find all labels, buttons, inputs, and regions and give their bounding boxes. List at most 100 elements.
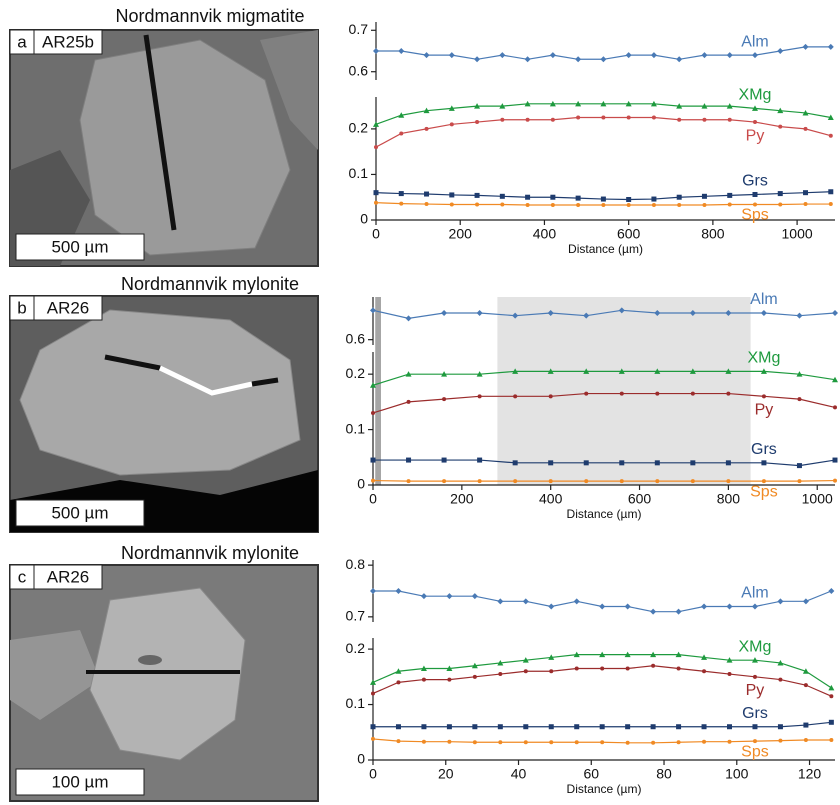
marker: [449, 202, 454, 207]
marker: [832, 310, 838, 316]
marker: [690, 391, 695, 396]
marker: [725, 460, 731, 466]
marker: [548, 460, 554, 466]
marker: [651, 115, 656, 120]
marker: [548, 654, 555, 660]
marker: [574, 740, 579, 745]
x-tick-label: 400: [533, 226, 557, 242]
x-tick-label: 40: [511, 766, 527, 782]
marker: [373, 48, 379, 54]
marker: [828, 684, 835, 691]
marker: [701, 654, 708, 660]
marker: [654, 460, 660, 466]
x-tick-label: 600: [617, 226, 641, 242]
series-label: Sps: [741, 207, 769, 224]
marker: [522, 598, 529, 605]
marker: [601, 115, 606, 120]
marker: [625, 666, 630, 671]
marker: [600, 100, 607, 107]
y-tick-label: 0.2: [346, 365, 366, 381]
marker: [833, 405, 837, 410]
marker: [370, 679, 376, 685]
marker: [624, 651, 631, 658]
marker: [619, 479, 624, 484]
marker: [395, 668, 402, 674]
x-tick-label: 0: [369, 491, 377, 507]
marker: [576, 115, 581, 120]
scale-bar-box: [15, 768, 145, 796]
marker: [619, 391, 624, 396]
marker: [727, 672, 732, 677]
marker: [421, 739, 426, 744]
marker: [497, 659, 504, 666]
marker: [374, 200, 378, 205]
marker: [803, 126, 808, 131]
x-tick-label: 0: [372, 226, 380, 242]
sample-label: AR26: [47, 298, 90, 317]
marker: [677, 202, 682, 207]
y-tick-label: 0.1: [346, 695, 366, 711]
series-label: Py: [755, 402, 774, 419]
marker: [472, 740, 477, 745]
marker: [550, 202, 555, 207]
marker: [524, 56, 531, 63]
marker: [525, 202, 530, 207]
marker: [760, 310, 767, 316]
marker: [796, 463, 802, 469]
marker: [803, 202, 808, 207]
marker: [399, 201, 404, 206]
marker: [725, 368, 732, 374]
marker: [689, 310, 696, 316]
marker: [512, 312, 519, 319]
marker: [796, 371, 803, 377]
y-tick-label: 0: [357, 751, 365, 767]
series-label: Grs: [751, 441, 777, 458]
marker: [726, 603, 733, 610]
marker: [676, 103, 683, 109]
sample-box: [33, 564, 103, 590]
series-label: Alm: [741, 33, 769, 50]
shaded-region: [375, 297, 381, 485]
series-line: [373, 459, 836, 467]
marker: [626, 197, 632, 202]
x-tick-label: 20: [438, 766, 454, 782]
marker: [625, 100, 632, 107]
x-tick-label: 0: [369, 766, 377, 782]
x-tick-label: 200: [449, 226, 473, 242]
marker: [449, 122, 454, 127]
marker: [497, 598, 504, 605]
marker: [472, 724, 478, 730]
shaded-region: [497, 297, 751, 485]
marker: [701, 603, 708, 610]
marker: [832, 376, 838, 383]
marker: [472, 674, 477, 679]
marker: [446, 593, 453, 600]
marker: [777, 659, 784, 666]
marker: [726, 479, 731, 484]
marker: [423, 107, 430, 114]
marker: [399, 131, 404, 136]
marker: [828, 133, 833, 138]
scale-bar-label: 100 µm: [51, 772, 108, 791]
marker: [548, 724, 554, 730]
marker: [525, 117, 530, 122]
micrograph-c: [9, 564, 319, 802]
marker: [599, 603, 606, 610]
y2-tick-label: 0.7: [349, 21, 369, 37]
marker: [777, 48, 784, 54]
x-tick-label: 800: [701, 226, 725, 242]
x-axis-label: Distance (µm): [567, 507, 642, 521]
series-line: [372, 370, 836, 386]
marker: [751, 657, 758, 663]
scale-bar-box: [15, 233, 145, 261]
series-label: XMg: [747, 350, 780, 367]
marker: [500, 117, 505, 122]
marker: [446, 665, 453, 671]
marker: [701, 52, 708, 59]
marker: [471, 593, 478, 600]
marker: [576, 202, 581, 207]
x-tick-label: 400: [539, 491, 563, 507]
marker: [829, 694, 834, 699]
marker: [475, 120, 480, 125]
